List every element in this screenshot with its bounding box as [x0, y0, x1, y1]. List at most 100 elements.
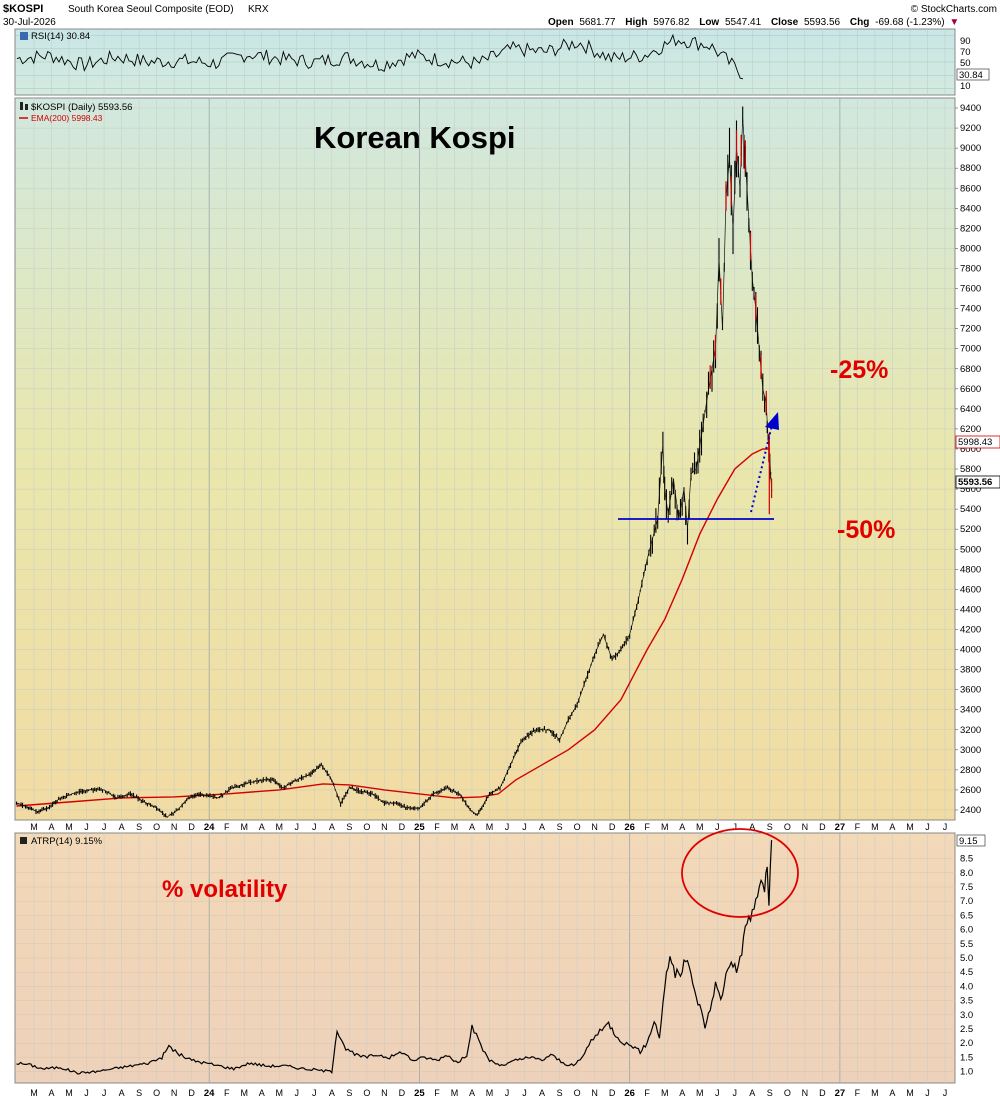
x-tick-label: A: [119, 1088, 125, 1098]
x-tick-label: A: [679, 1088, 685, 1098]
y-tick-label: 6000: [960, 444, 981, 455]
x-axis-top: M A M J J A S O N D 24 F M A M J J A S O N D 25 F M A M J J A S O N D 26 F M…: [30, 822, 947, 833]
x-tick-label: F: [224, 822, 230, 832]
symbol-label: $KOSPI: [3, 3, 43, 15]
x-tick-label: M: [486, 822, 494, 832]
y-tick-label: 4600: [960, 584, 981, 595]
x-tick-label: M: [276, 822, 284, 832]
price-candles: [15, 106, 773, 818]
y-tick-label: 7400: [960, 304, 981, 315]
price-panel-bg: [14, 97, 956, 821]
x-tick-label: S: [346, 822, 352, 832]
y-tick-label: 5200: [960, 524, 981, 535]
y-tick-label: 8800: [960, 163, 981, 174]
y-tick-label: 5400: [960, 504, 981, 515]
x-tick-label: J: [505, 822, 510, 832]
x-tick-label: A: [749, 1088, 755, 1098]
close-label: Close: [771, 17, 799, 28]
x-tick-label: J: [943, 1088, 948, 1098]
open-label: Open: [548, 17, 574, 28]
x-tick-label: O: [153, 1088, 160, 1098]
x-tick-label: D: [819, 1088, 826, 1098]
y-tick-label: 9200: [960, 123, 981, 134]
x-tick-label: F: [855, 822, 861, 832]
x-tick-label: M: [451, 822, 459, 832]
x-tick-label: D: [188, 822, 195, 832]
x-tick-label: J: [733, 822, 738, 832]
annotation-title: Korean Kospi: [314, 120, 516, 155]
low-label: Low: [699, 17, 719, 28]
x-tick-label: J: [295, 1088, 300, 1098]
atr-value-badge-text: 9.15: [959, 836, 978, 847]
annotation-volatility: % volatility: [162, 876, 288, 903]
annotation-minus-50: -50%: [837, 516, 895, 544]
x-tick-label: F: [644, 822, 650, 832]
high-label: High: [625, 17, 647, 28]
atr-tick-label: 7.5: [960, 882, 973, 893]
x-tick-label: F: [224, 1088, 230, 1098]
rsi-legend-label: RSI(14) 30.84: [31, 31, 90, 42]
x-axis-bottom: M A M J J A S O N D 24 F M A M J J A S O N D 25 F M A M J J A S O N D 26 F M…: [30, 1088, 947, 1099]
x-tick-label: M: [661, 822, 669, 832]
x-tick-label: D: [609, 822, 616, 832]
close-value-badge: [955, 475, 1000, 489]
y-tick-label: 4200: [960, 624, 981, 635]
rsi-value-badge: [956, 68, 990, 81]
high-value: 5976.82: [653, 17, 690, 28]
x-tick-label: M: [871, 1088, 879, 1098]
atr-tick-label: 1.0: [960, 1067, 973, 1078]
atr-tick-label: 8.0: [960, 868, 973, 879]
x-tick-label: N: [591, 1088, 598, 1098]
y-tick-label: 4400: [960, 604, 981, 615]
x-tick-label: J: [925, 822, 930, 832]
atr-tick-label: 3.0: [960, 1010, 973, 1021]
y-tick-label: 5000: [960, 544, 981, 555]
x-tick-label: N: [171, 822, 178, 832]
projection-arrow-head: [765, 412, 779, 430]
x-tick-label: F: [855, 1088, 861, 1098]
x-tick-label: J: [715, 822, 720, 832]
chart-date: 30-Jul-2026: [3, 17, 56, 28]
close-value-badge-text: 5593.56: [958, 477, 992, 488]
x-tick-label: J: [505, 1088, 510, 1098]
x-tick-label: A: [889, 822, 895, 832]
x-tick-label: O: [574, 1088, 581, 1098]
ema-legend-label: EMA(200) 5998.43: [31, 113, 103, 123]
x-tick-label: S: [557, 822, 563, 832]
atr-tick-label: 5.5: [960, 939, 973, 950]
x-tick-label: O: [574, 822, 581, 832]
atr-tick-label: 1.5: [960, 1052, 973, 1063]
ema-value-badge: [955, 435, 1000, 449]
x-tick-label: D: [399, 1088, 406, 1098]
price-down-bars: [709, 130, 773, 515]
x-tick-label: J: [102, 822, 107, 832]
y-tick-label: 8000: [960, 243, 981, 254]
ema-value-badge-text: 5998.43: [958, 437, 992, 448]
x-tick-label: 26: [624, 822, 635, 833]
y-tick-label: 8600: [960, 183, 981, 194]
x-tick-label: F: [434, 822, 440, 832]
x-tick-label: 25: [414, 822, 425, 833]
x-tick-label: 27: [835, 822, 846, 833]
atr-tick-label: 3.5: [960, 996, 973, 1007]
x-tick-label: J: [84, 822, 89, 832]
ema200-line: [16, 448, 770, 807]
y-tick-label: 2800: [960, 765, 981, 776]
x-tick-label: A: [889, 1088, 895, 1098]
y-tick-label: 6400: [960, 404, 981, 415]
price-legend: $KOSPI (Daily) 5593.56 EMA(200) 5998.43: [19, 102, 132, 123]
x-tick-label: J: [312, 822, 317, 832]
x-tick-label: J: [925, 1088, 930, 1098]
y-tick-label: 8200: [960, 223, 981, 234]
y-tick-label: 3000: [960, 745, 981, 756]
x-tick-label: A: [539, 822, 545, 832]
x-tick-label: D: [188, 1088, 195, 1098]
x-tick-label: J: [522, 1088, 527, 1098]
y-tick-label: 2400: [960, 805, 981, 816]
atr-legend-label: ATRP(14) 9.15%: [31, 836, 103, 847]
atr-legend: ATRP(14) 9.15%: [20, 836, 103, 847]
x-tick-label: N: [802, 1088, 809, 1098]
x-tick-label: N: [171, 1088, 178, 1098]
atr-tick-label: 8.5: [960, 854, 973, 865]
symbol-name: South Korea Seoul Composite (EOD): [68, 4, 234, 15]
